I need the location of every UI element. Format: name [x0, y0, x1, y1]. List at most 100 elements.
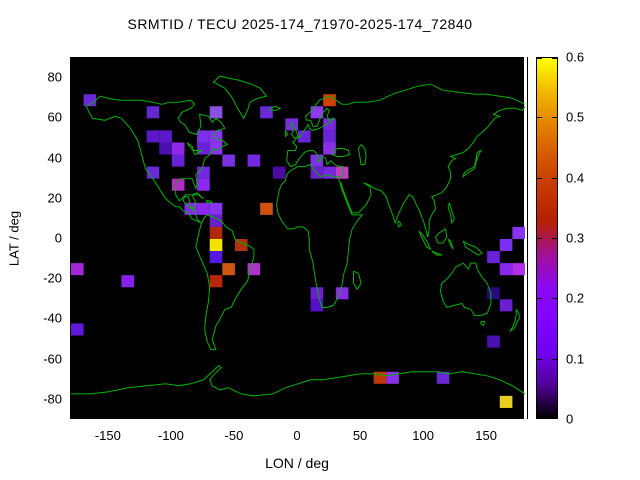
heatmap-cell — [260, 202, 273, 215]
y-tick-label: 60 — [47, 109, 62, 125]
heatmap-cell — [209, 106, 223, 119]
heatmap-cell — [512, 263, 525, 276]
coastline — [205, 200, 214, 204]
colorbar-tick-label: 0.5 — [566, 109, 585, 125]
colorbar-tick-label: 0.2 — [566, 290, 585, 306]
coastline — [276, 95, 364, 308]
y-tick-label: 80 — [47, 69, 62, 85]
colorbar-tick-mark — [537, 417, 542, 418]
y-tick-label: -20 — [43, 270, 62, 286]
coastline — [397, 220, 403, 228]
heatmap-cell — [335, 287, 349, 300]
colorbar-tick-mark — [537, 177, 542, 179]
colorbar-tick-mark — [537, 58, 542, 59]
colorbar — [536, 57, 558, 419]
y-tick-label: -40 — [43, 310, 62, 326]
heatmap-cell — [386, 371, 399, 384]
coastline — [462, 149, 482, 178]
heatmap-cell — [222, 263, 235, 276]
heatmap-cell — [499, 239, 513, 252]
heatmap-cell — [209, 214, 223, 227]
heatmap-cell — [323, 142, 336, 155]
coastline — [431, 250, 442, 256]
coastline — [418, 230, 432, 251]
heatmap-cell — [499, 263, 513, 276]
coastline — [71, 365, 525, 397]
heatmap-cell — [83, 94, 97, 107]
colorbar-tick-mark — [552, 358, 557, 360]
coastline — [462, 240, 483, 256]
heatmap-cell — [499, 395, 513, 408]
colorbar-tick-mark — [537, 358, 542, 360]
heatmap-cell — [323, 94, 336, 107]
coastline — [329, 83, 525, 105]
colorbar-tick-mark — [537, 238, 542, 239]
heatmap-cell — [373, 371, 387, 384]
heatmap-cell — [487, 335, 500, 348]
y-tick-label: 20 — [47, 190, 62, 206]
x-tick-label: 50 — [352, 428, 368, 443]
x-tick-label: 100 — [412, 428, 434, 443]
heatmap-cell — [71, 263, 84, 276]
coastline — [186, 142, 203, 156]
coastline — [509, 309, 521, 332]
colorbar-tick-mark — [552, 298, 557, 300]
heatmap-cell — [197, 202, 210, 215]
heatmap-cell — [272, 166, 286, 179]
chart-title: SRMTID / TECU 2025-174_71970-2025-174_72… — [127, 16, 473, 32]
colorbar-tick-label: 0.1 — [566, 351, 585, 367]
heatmap-cell — [209, 251, 223, 264]
heatmap-cell — [209, 226, 223, 239]
heatmap-cell — [209, 202, 223, 215]
heatmap-cell — [121, 275, 135, 288]
coastline — [284, 130, 289, 138]
heatmap-cell — [146, 166, 160, 179]
coastline — [340, 106, 525, 238]
coastline — [289, 122, 299, 140]
x-axis-label: LON / deg — [265, 455, 329, 471]
heatmap-cell — [171, 142, 185, 155]
coastline — [195, 214, 255, 351]
colorbar-tick-label: 0 — [566, 411, 574, 427]
colorbar-tick-label: 0.3 — [566, 230, 585, 246]
colorbar-tick-mark — [552, 117, 557, 119]
heatmap-cell — [247, 154, 261, 167]
heatmap-cell — [222, 154, 235, 167]
colorbar-tick-mark — [552, 417, 557, 418]
heatmap-cell — [209, 142, 223, 155]
y-tick-label: -60 — [43, 351, 62, 367]
coastline — [447, 238, 454, 250]
heatmap-cell — [171, 154, 185, 167]
heatmap-cell — [71, 323, 84, 336]
x-tick-label: -150 — [94, 428, 121, 443]
colorbar-tick-mark — [537, 117, 542, 119]
heatmap-cell — [146, 130, 160, 143]
heatmap-cell — [310, 106, 324, 119]
heatmap-cell — [197, 166, 210, 179]
heatmap-cell — [487, 251, 500, 264]
colorbar-tick-label: 0.4 — [566, 170, 585, 186]
colorbar-tick-label: 0.6 — [566, 49, 585, 65]
heatmap-cell — [310, 287, 324, 300]
coastline — [447, 202, 455, 225]
heatmap-cell — [197, 178, 210, 191]
x-tick-label: 150 — [475, 428, 497, 443]
heatmap-cell — [298, 130, 311, 143]
heatmap-cell — [234, 239, 248, 252]
heatmap-cell — [159, 142, 172, 155]
coastline — [435, 228, 448, 244]
heatmap-cell — [159, 130, 172, 143]
coastline — [357, 144, 367, 166]
heatmap-cell — [512, 226, 525, 239]
colorbar-tick-mark — [552, 177, 557, 179]
coastline — [480, 321, 486, 327]
heatmap-cell — [209, 275, 223, 288]
heatmap-cell — [323, 118, 336, 131]
heatmap-cell — [436, 371, 450, 384]
x-tick-label: -100 — [157, 428, 184, 443]
heatmap-cell — [197, 130, 210, 143]
coastline — [331, 148, 351, 157]
y-tick-label: -80 — [43, 391, 62, 407]
heatmap-cell — [209, 239, 223, 252]
